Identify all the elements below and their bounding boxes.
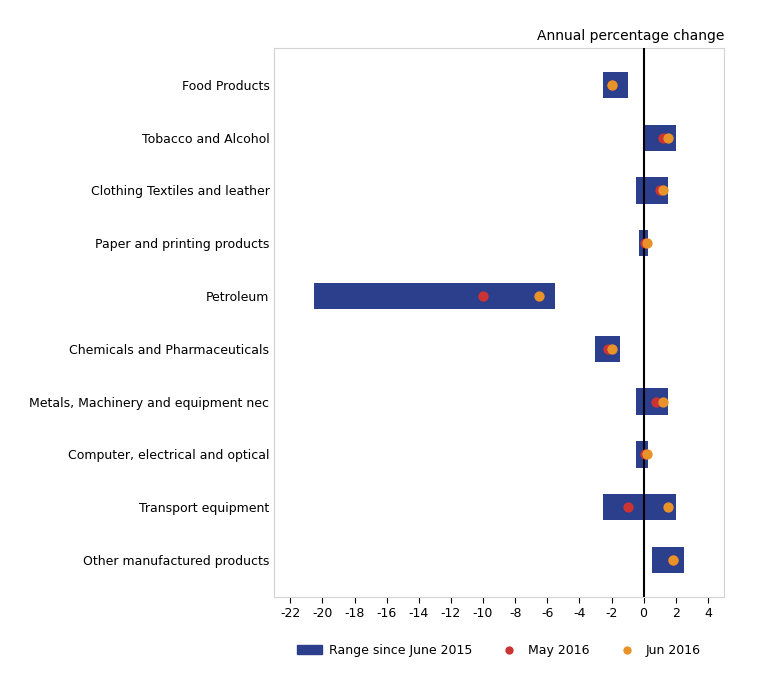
Bar [595, 335, 620, 362]
Bar [604, 494, 676, 520]
Bar [652, 547, 684, 573]
Bar [604, 72, 628, 98]
Point [605, 343, 617, 354]
Point [667, 554, 679, 565]
Point [639, 449, 652, 460]
Point [657, 185, 669, 196]
Point [654, 185, 666, 196]
Point [477, 291, 489, 302]
Point [661, 132, 674, 143]
Bar [315, 283, 555, 309]
Legend: Range since June 2015, May 2016, Jun 2016: Range since June 2015, May 2016, Jun 201… [293, 639, 706, 662]
Point [639, 238, 652, 249]
Bar [639, 230, 648, 257]
Point [622, 501, 634, 512]
Point [605, 80, 617, 91]
Point [605, 80, 617, 91]
Point [641, 238, 653, 249]
Bar [636, 441, 648, 468]
Point [667, 554, 679, 565]
Bar [636, 177, 668, 204]
Point [650, 396, 662, 407]
Point [602, 343, 614, 354]
Point [533, 291, 546, 302]
Bar [644, 125, 676, 151]
Bar [636, 388, 668, 415]
Text: Annual percentage change: Annual percentage change [536, 29, 724, 43]
Point [657, 396, 669, 407]
Point [641, 449, 653, 460]
Point [661, 501, 674, 512]
Point [657, 132, 669, 143]
